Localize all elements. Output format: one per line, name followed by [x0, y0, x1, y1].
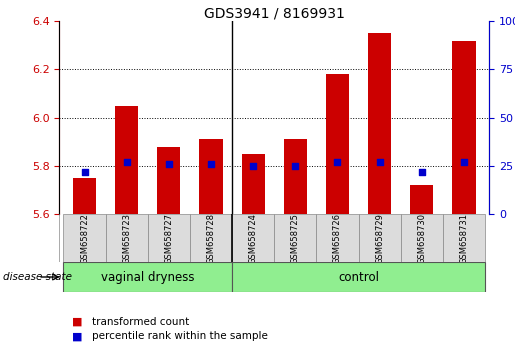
Point [207, 161, 215, 167]
Bar [148, 214, 190, 262]
Text: GSM658726: GSM658726 [333, 212, 342, 264]
Point [333, 159, 341, 165]
Text: GSM658728: GSM658728 [207, 212, 215, 264]
Point [375, 159, 384, 165]
Point [418, 169, 426, 175]
Text: GSM658722: GSM658722 [80, 213, 89, 263]
Bar [368, 33, 391, 214]
Bar [63, 214, 106, 262]
Bar [452, 41, 475, 214]
Bar [73, 178, 96, 214]
Point [249, 163, 258, 169]
Point [291, 163, 299, 169]
Bar [401, 214, 443, 262]
Bar [199, 139, 222, 214]
Point [460, 159, 468, 165]
Text: disease state: disease state [3, 272, 72, 282]
Bar [410, 185, 434, 214]
Text: vaginal dryness: vaginal dryness [101, 270, 195, 284]
Bar [443, 214, 485, 262]
Text: GSM658727: GSM658727 [164, 212, 174, 264]
Text: GSM658725: GSM658725 [291, 213, 300, 263]
Point [123, 159, 131, 165]
Bar [274, 214, 316, 262]
Point [80, 169, 89, 175]
Text: ■: ■ [72, 317, 82, 327]
Text: transformed count: transformed count [92, 317, 189, 327]
Text: GSM658724: GSM658724 [249, 213, 258, 263]
Bar [157, 147, 180, 214]
Text: GSM658723: GSM658723 [122, 212, 131, 264]
Bar [63, 262, 232, 292]
Bar [106, 214, 148, 262]
Bar [232, 262, 485, 292]
Bar [232, 214, 274, 262]
Title: GDS3941 / 8169931: GDS3941 / 8169931 [204, 6, 345, 20]
Point [165, 161, 173, 167]
Bar [242, 154, 265, 214]
Text: GSM658731: GSM658731 [459, 212, 469, 264]
Text: GSM658730: GSM658730 [417, 212, 426, 264]
Bar [358, 214, 401, 262]
Bar [115, 105, 138, 214]
Text: ■: ■ [72, 331, 82, 341]
Bar [190, 214, 232, 262]
Text: control: control [338, 270, 379, 284]
Text: GSM658729: GSM658729 [375, 213, 384, 263]
Bar [284, 139, 307, 214]
Text: percentile rank within the sample: percentile rank within the sample [92, 331, 268, 341]
Bar [316, 214, 358, 262]
Bar [326, 74, 349, 214]
